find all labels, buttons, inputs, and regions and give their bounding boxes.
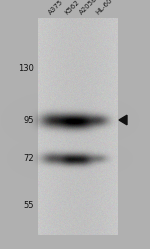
Text: 95: 95 [24,116,34,124]
Polygon shape [119,115,127,125]
Text: K562: K562 [64,0,81,16]
Text: HL-60: HL-60 [95,0,114,16]
Text: A375: A375 [48,0,65,16]
Text: 72: 72 [23,153,34,163]
Text: A2058: A2058 [79,0,99,16]
Text: 130: 130 [18,63,34,72]
Text: 55: 55 [24,200,34,209]
